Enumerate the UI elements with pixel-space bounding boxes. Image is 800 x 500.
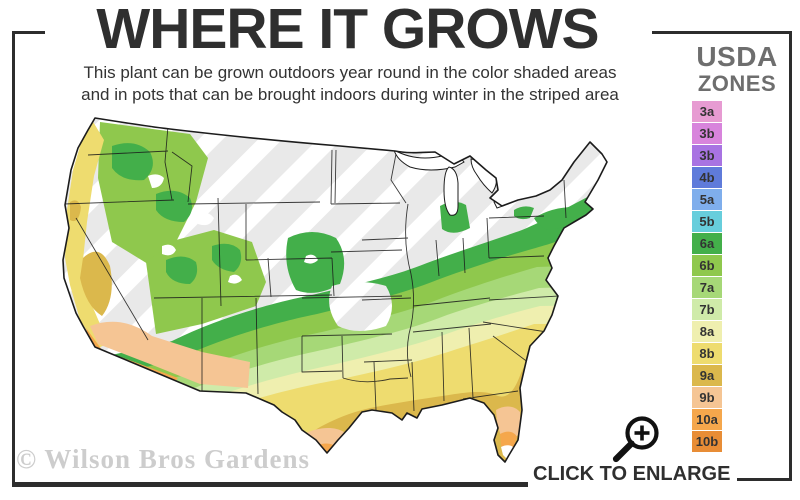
state-borders	[63, 125, 567, 412]
florida-central-peach	[496, 406, 521, 440]
us-outline	[62, 117, 608, 463]
west-green-dark-patches	[112, 143, 345, 293]
plains-white-notch	[329, 282, 392, 331]
zone-swatch-9a: 9a	[692, 365, 722, 386]
zone-swatch-9b: 9b	[692, 387, 722, 408]
pacific-coast-yellow-strip	[65, 120, 112, 348]
florida-tip-white	[501, 445, 515, 461]
magnifier-plus-icon[interactable]	[606, 410, 664, 468]
frame-border-top-right	[652, 31, 792, 34]
page-title: WHERE IT GROWS	[96, 0, 599, 61]
legend-title-usda: USDA	[696, 41, 778, 72]
zone-swatch-7b: 7b	[692, 299, 722, 320]
zone-swatch-7a: 7a	[692, 277, 722, 298]
usda-zones-legend: USDA ZONES 3a 3b 3b 4b 5a 5b 6a 6b 7a 7b 8a 8b 9a 9b 1…	[678, 41, 796, 453]
us-hardiness-zone-map[interactable]	[50, 110, 665, 478]
subtitle: This plant can be grown outdoors year ro…	[60, 62, 640, 107]
frame-border-left	[12, 31, 15, 487]
zone-swatch-6a: 6a	[692, 233, 722, 254]
zone-swatch-5b: 5b	[692, 211, 722, 232]
zone-swatch-5a: 5a	[692, 189, 722, 210]
zone-swatch-8b: 8b	[692, 343, 722, 364]
zone-swatch-6b: 6b	[692, 255, 722, 276]
zone-swatch-4b: 4b	[692, 167, 722, 188]
zone-list: 3a 3b 3b 4b 5a 5b 6a 6b 7a 7b 8a 8b 9a 9b 10a 10b	[692, 101, 722, 452]
frame-border-right	[789, 31, 792, 481]
watermark: © Wilson Bros Gardens	[16, 444, 310, 474]
click-to-enlarge-label[interactable]: CLICK TO ENLARGE	[533, 463, 731, 485]
california-valley-gold	[70, 200, 112, 316]
us-map-svg	[62, 117, 608, 463]
frame-border-bottom-right	[737, 478, 792, 481]
zone-swatch-8a: 8a	[692, 321, 722, 342]
frame-border-bottom	[12, 482, 528, 487]
legend-title-zones: ZONES	[697, 71, 777, 96]
zone-swatch-3b: 3b	[692, 123, 722, 144]
frame-border-top-left	[12, 31, 45, 34]
subtitle-line-1: This plant can be grown outdoors year ro…	[83, 63, 617, 82]
zone-swatch-4a: 3b	[692, 145, 722, 166]
zone-swatch-10a: 10a	[692, 409, 722, 430]
zone-swatch-10b: 10b	[692, 431, 722, 452]
socal-arizona-peach	[90, 321, 250, 388]
subtitle-line-2: and in pots that can be brought indoors …	[81, 85, 619, 105]
zone-swatch-3a: 3a	[692, 101, 722, 122]
